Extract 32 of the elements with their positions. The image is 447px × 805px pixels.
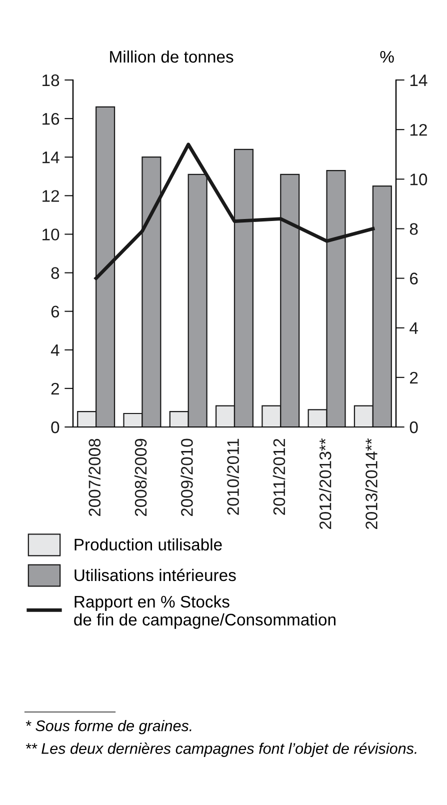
y-tick-label: 8	[51, 267, 60, 279]
y2-axis-title: %	[380, 50, 394, 63]
y-tick-label: 6	[51, 306, 60, 318]
y2-tick-label: 6	[410, 272, 418, 284]
y-tick-label: 4	[50, 344, 60, 356]
y2-tick-label: 14	[410, 74, 428, 86]
y2-tick-label: 12	[410, 124, 427, 136]
y2-tick-label: 0	[410, 421, 418, 434]
x-tick-label: 2010/2011	[226, 438, 239, 515]
x-tick-label: 2008/2009	[134, 438, 147, 516]
legend-label: Rapport en % Stocks de fin de campagne/Consommation	[74, 595, 336, 629]
x-tick-label: 2013/2014**	[365, 438, 378, 530]
x-tick-label: 2007/2008	[88, 438, 101, 516]
legend-label: Utilisations intérieures	[74, 568, 236, 582]
y2-tick-label: 4	[410, 322, 418, 334]
y-tick-label: 14	[42, 152, 60, 164]
text: * Sous forme de graines.	[26, 720, 192, 734]
y-tick-label: 18	[42, 74, 60, 86]
y2-tick-label: 2	[410, 372, 418, 384]
y-tick-label: 0	[51, 421, 60, 434]
y-tick-label: 12	[42, 190, 59, 202]
x-tick-label: 2011/2012	[272, 438, 286, 515]
y-tick-label: 10	[42, 228, 60, 240]
legend-label: Production utilisable	[74, 538, 222, 551]
text: ** Les deux dernières campagnes font l’objet de révisions.	[26, 742, 416, 757]
x-tick-label: 2009/2010	[180, 438, 193, 516]
y2-tick-label: 10	[410, 174, 428, 186]
y-tick-label: 2	[51, 382, 59, 394]
x-tick-label: 2012/2013**	[319, 438, 332, 530]
y-axis-title: Million de tonnes	[110, 50, 234, 63]
y2-tick-label: 8	[410, 223, 418, 235]
y-tick-label: 16	[42, 112, 60, 125]
